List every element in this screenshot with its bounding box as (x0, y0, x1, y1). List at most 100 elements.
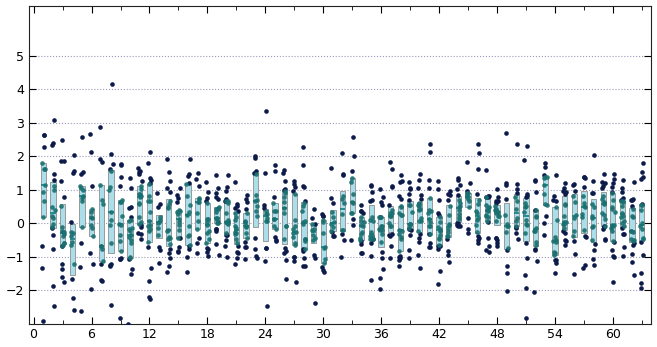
Point (231, 214, 242, 220)
Point (288, 230, 298, 236)
Point (396, 212, 407, 218)
Point (384, 202, 395, 208)
Point (300, 238, 310, 244)
Point (202, 222, 212, 227)
Point (376, 214, 386, 220)
Point (607, 247, 618, 253)
Point (164, 234, 174, 239)
Point (279, 210, 289, 216)
Point (317, 212, 327, 217)
Bar (321, 220, 326, 263)
Point (538, 191, 549, 196)
Point (394, 228, 405, 233)
Point (346, 210, 356, 215)
Point (115, 200, 125, 205)
Point (512, 141, 523, 146)
Point (413, 228, 424, 234)
Point (212, 241, 222, 247)
Point (530, 207, 541, 212)
Point (143, 160, 154, 165)
Bar (340, 191, 345, 230)
Point (442, 236, 453, 241)
Point (512, 236, 523, 242)
Point (579, 233, 590, 239)
Point (174, 219, 185, 225)
Point (384, 220, 395, 226)
Point (560, 219, 571, 224)
Point (87, 261, 98, 267)
Point (424, 207, 435, 212)
Point (599, 171, 609, 177)
Point (319, 246, 329, 251)
Point (204, 228, 214, 234)
Point (134, 168, 145, 174)
Point (39, 132, 49, 138)
Point (433, 225, 443, 230)
Bar (369, 205, 374, 239)
Point (212, 220, 222, 225)
Point (530, 247, 540, 253)
Point (95, 243, 106, 248)
Point (212, 197, 223, 202)
Point (606, 184, 617, 190)
Point (587, 178, 598, 184)
Point (397, 228, 407, 234)
Point (403, 192, 414, 197)
Point (95, 183, 105, 188)
Point (530, 246, 541, 252)
Point (240, 206, 251, 212)
Point (433, 282, 443, 287)
Point (626, 213, 637, 219)
Point (560, 230, 571, 236)
Point (298, 220, 308, 225)
Point (597, 179, 607, 185)
Point (396, 204, 407, 210)
Point (211, 191, 221, 196)
Point (68, 170, 78, 176)
Bar (407, 201, 413, 229)
Point (530, 177, 541, 183)
Point (105, 263, 116, 268)
Point (77, 224, 87, 230)
Point (365, 182, 376, 188)
Point (164, 235, 175, 241)
Point (95, 124, 105, 130)
Point (223, 218, 233, 223)
Point (136, 183, 147, 188)
Point (183, 233, 193, 238)
Point (434, 235, 445, 241)
Point (627, 214, 638, 220)
Point (532, 258, 543, 263)
Point (202, 201, 212, 206)
Point (250, 208, 261, 213)
Point (599, 223, 609, 229)
Point (500, 212, 510, 217)
Point (162, 185, 173, 191)
Point (58, 234, 68, 239)
Point (454, 197, 464, 203)
Point (133, 191, 144, 197)
Point (230, 231, 240, 237)
Point (561, 239, 572, 244)
Point (279, 251, 289, 256)
Point (425, 219, 436, 225)
Point (425, 231, 436, 237)
Point (280, 245, 290, 251)
Point (87, 206, 97, 212)
Point (367, 219, 378, 224)
Point (616, 204, 627, 209)
Point (385, 213, 396, 219)
Point (540, 201, 551, 206)
Point (203, 253, 214, 259)
Point (221, 210, 231, 216)
Point (348, 216, 359, 221)
Point (194, 183, 204, 188)
Point (377, 231, 388, 237)
Point (637, 170, 648, 175)
Point (627, 243, 638, 248)
Point (471, 222, 482, 228)
Point (222, 232, 233, 237)
Point (599, 217, 610, 222)
Point (57, 244, 68, 249)
Point (59, 241, 70, 246)
